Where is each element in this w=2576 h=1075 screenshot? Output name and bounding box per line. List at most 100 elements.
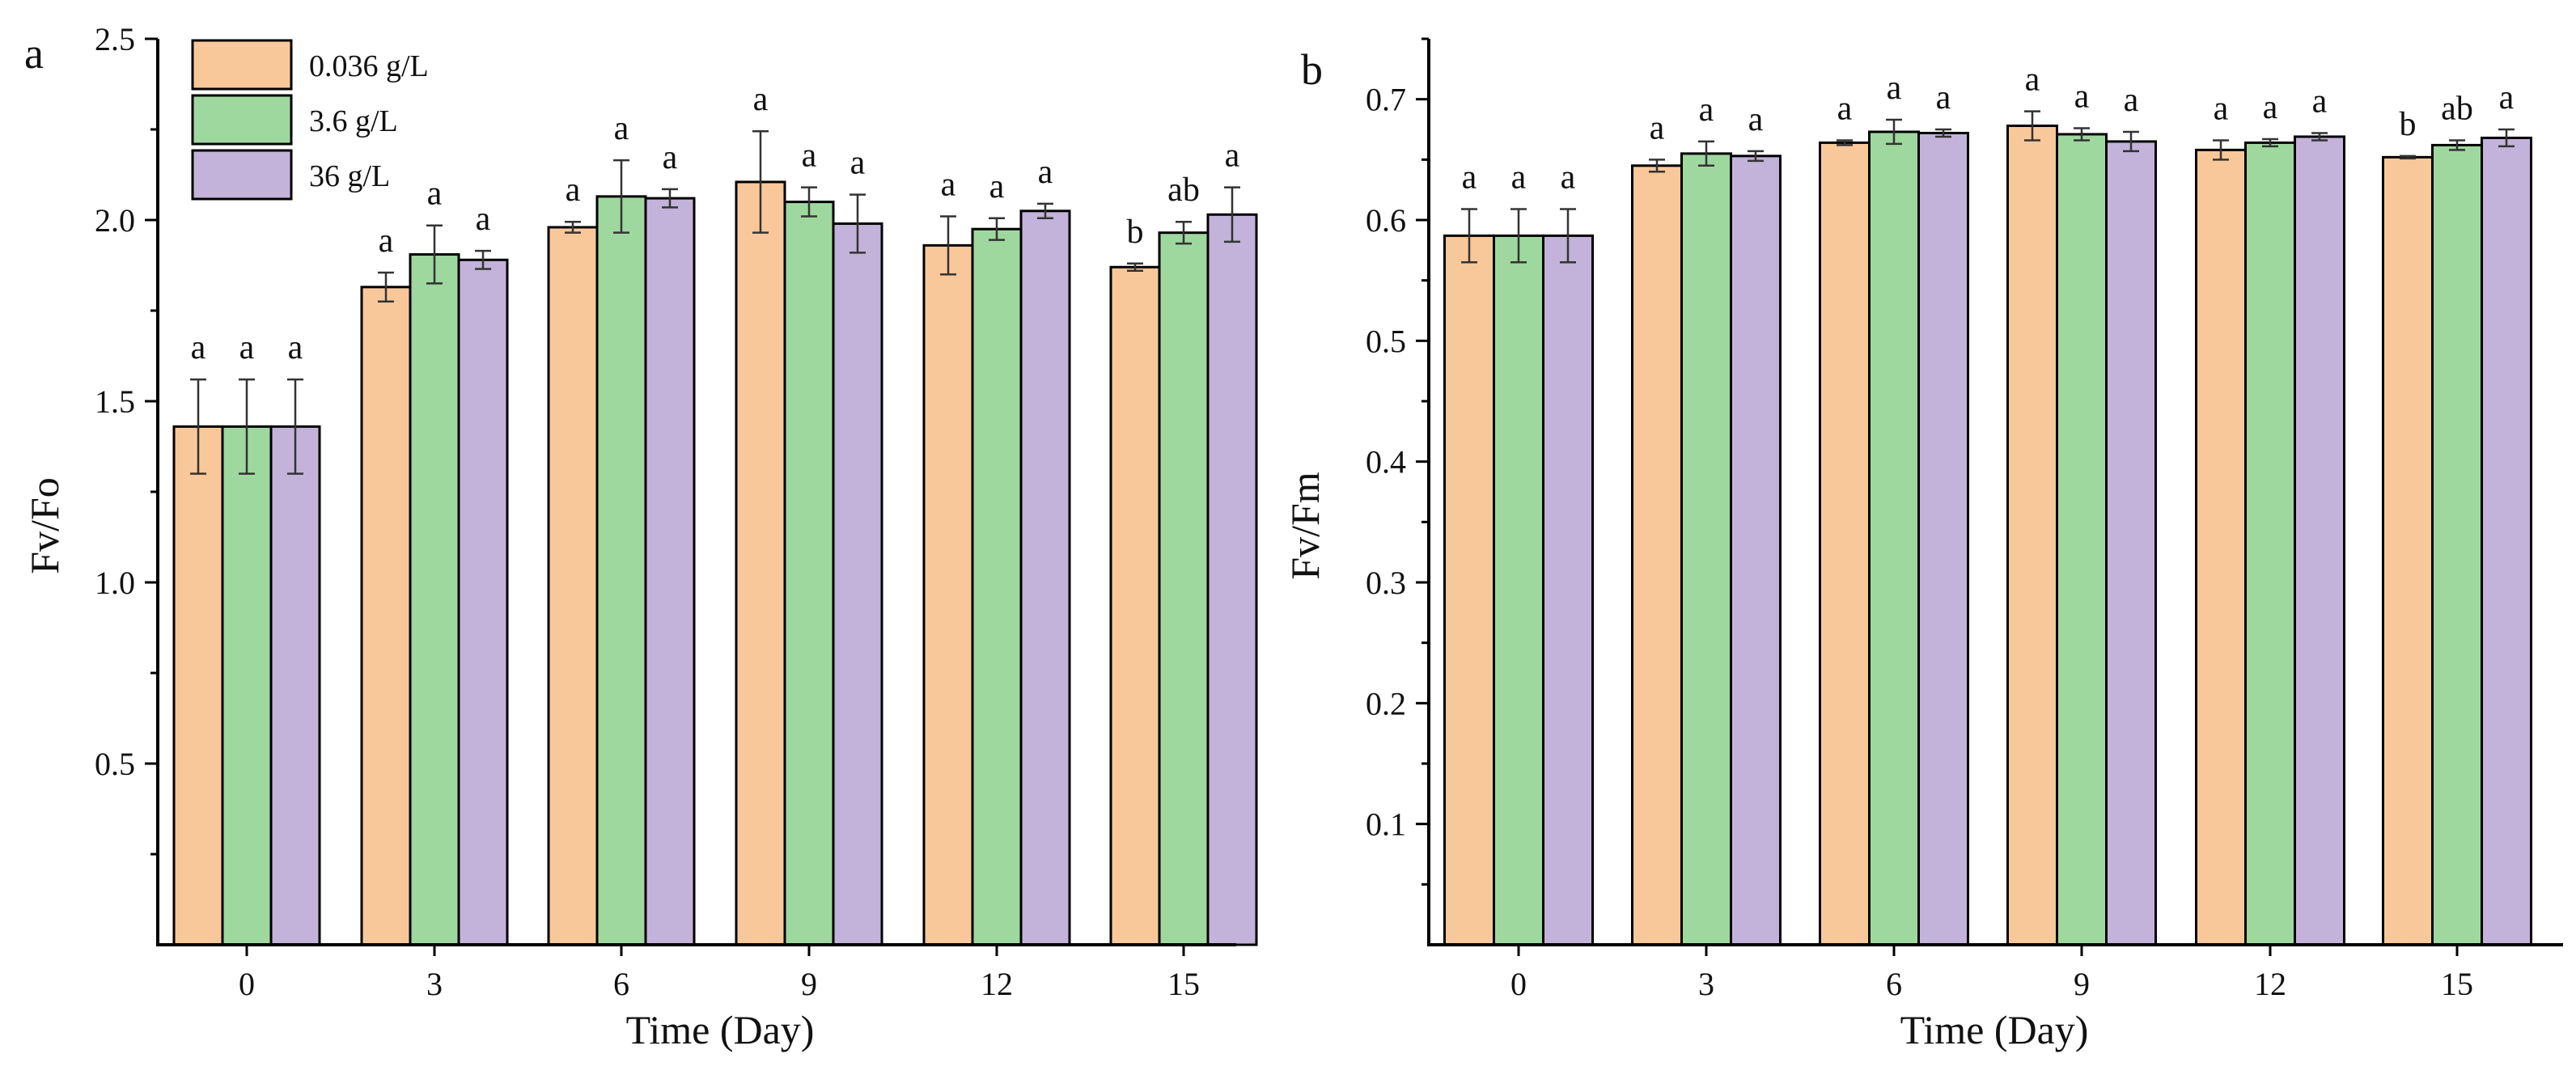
b-sig-letter: a — [2214, 90, 2229, 127]
b-sig-letter: a — [2025, 61, 2040, 99]
a-y-tick-label: 2.5 — [95, 21, 135, 57]
a-x-tick-label: 6 — [613, 966, 629, 1002]
b-y-tick-label: 0.3 — [1366, 565, 1406, 601]
b-sig-letter: b — [2400, 106, 2417, 143]
b-sig-letter: a — [2074, 78, 2090, 116]
a-y-tick-label: 1.5 — [95, 383, 135, 420]
a-sig-letter: a — [476, 201, 491, 238]
b-sig-letter: a — [1936, 79, 1951, 116]
b-x-tick-label: 0 — [1510, 966, 1527, 1002]
a-bar — [783, 201, 835, 946]
b-y-tick-label: 0.4 — [1366, 444, 1406, 480]
legend-label-36: 3.6 g/L — [309, 104, 398, 138]
b-sig-letter: a — [2124, 82, 2139, 119]
legend-label-360: 36 g/L — [309, 159, 390, 193]
b-sig-letter: a — [2312, 83, 2328, 120]
a-y-tick-label: 2.0 — [95, 202, 135, 239]
a-sig-letter: a — [566, 171, 581, 209]
a-bar — [1019, 209, 1071, 946]
b-bar — [1730, 154, 1782, 946]
a-sig-letter: a — [850, 145, 866, 182]
a-x-tick-label: 3 — [426, 966, 443, 1002]
panel-a-y-title: Fv/Fo — [22, 477, 67, 574]
b-x-tick-label: 9 — [2074, 966, 2090, 1002]
panel-letter-b: b — [1301, 45, 1323, 94]
panel-letter-a: a — [24, 29, 44, 78]
b-bar — [2195, 148, 2247, 946]
a-bar — [971, 227, 1023, 946]
a-sig-letter: a — [663, 139, 678, 176]
b-bar — [1542, 234, 1594, 946]
a-sig-letter: a — [239, 329, 255, 366]
b-bar — [2382, 155, 2434, 946]
a-x-tick-label: 9 — [801, 966, 817, 1002]
b-sig-letter: a — [1462, 159, 1477, 197]
a-bar — [457, 258, 509, 946]
b-sig-letter: a — [1887, 70, 1902, 107]
a-y-tick-label: 1.0 — [95, 565, 135, 601]
a-sig-letter: a — [614, 110, 629, 147]
a-bar — [1109, 265, 1161, 946]
b-sig-letter: a — [1511, 159, 1527, 197]
a-sig-letter: a — [1225, 138, 1240, 175]
a-bar — [547, 226, 599, 946]
b-sig-letter: a — [1561, 159, 1576, 197]
b-bar — [1680, 152, 1732, 946]
b-bar — [1819, 141, 1871, 946]
b-bar — [1443, 234, 1495, 946]
a-sig-letter: a — [941, 167, 956, 204]
a-sig-letter: a — [379, 222, 394, 260]
b-bar — [1917, 131, 1969, 946]
b-sig-letter: a — [1837, 90, 1853, 127]
a-sig-letter: a — [802, 138, 817, 175]
b-x-tick-label: 15 — [2441, 966, 2473, 1002]
a-bar — [409, 253, 460, 946]
legend-swatch-360 — [191, 149, 293, 201]
a-bar — [360, 286, 412, 946]
a-bar — [922, 243, 974, 946]
a-bar — [172, 425, 224, 946]
a-bar — [1158, 231, 1210, 946]
b-x-tick-label: 3 — [1698, 966, 1714, 1002]
b-bar — [1631, 164, 1683, 946]
b-bar — [1868, 130, 1920, 946]
panel-a-x-title: Time (Day) — [626, 1007, 815, 1052]
b-sig-letter: a — [1650, 109, 1665, 146]
b-bar — [2294, 135, 2345, 946]
b-sig-letter: a — [1748, 101, 1764, 138]
b-x-tick-label: 6 — [1886, 966, 1902, 1002]
b-bar — [2431, 143, 2483, 946]
b-sig-letter: a — [1699, 91, 1714, 129]
a-sig-letter: a — [427, 176, 443, 213]
a-bar — [269, 425, 321, 946]
a-sig-letter: a — [191, 329, 206, 366]
a-sig-letter: a — [1038, 154, 1053, 191]
legend-swatch-0036 — [191, 39, 293, 91]
b-sig-letter: a — [2499, 79, 2515, 116]
a-y-tick-label: 0.5 — [95, 746, 135, 782]
b-sig-letter: a — [2263, 89, 2278, 126]
a-bar — [832, 222, 883, 946]
panel-b-y-title: Fv/Fm — [1282, 472, 1328, 580]
panel-b-x-title: Time (Day) — [1900, 1007, 2089, 1052]
a-sig-letter: a — [753, 81, 769, 118]
a-bar — [595, 195, 647, 946]
a-sig-letter: a — [989, 168, 1005, 205]
legend-label-0036: 0.036 g/L — [309, 49, 429, 83]
b-y-tick-label: 0.6 — [1366, 202, 1406, 239]
a-bar — [644, 197, 696, 946]
a-x-tick-label: 12 — [981, 966, 1013, 1002]
b-y-tick-label: 0.5 — [1366, 323, 1406, 359]
a-sig-letter: ab — [1167, 171, 1200, 209]
a-bar — [221, 425, 273, 946]
b-y-tick-label: 0.2 — [1366, 685, 1406, 722]
a-sig-letter: b — [1127, 214, 1144, 251]
b-x-tick-label: 12 — [2254, 966, 2286, 1002]
b-sig-letter: ab — [2441, 90, 2473, 127]
b-bar — [2006, 125, 2058, 946]
a-bar — [1206, 213, 1258, 946]
